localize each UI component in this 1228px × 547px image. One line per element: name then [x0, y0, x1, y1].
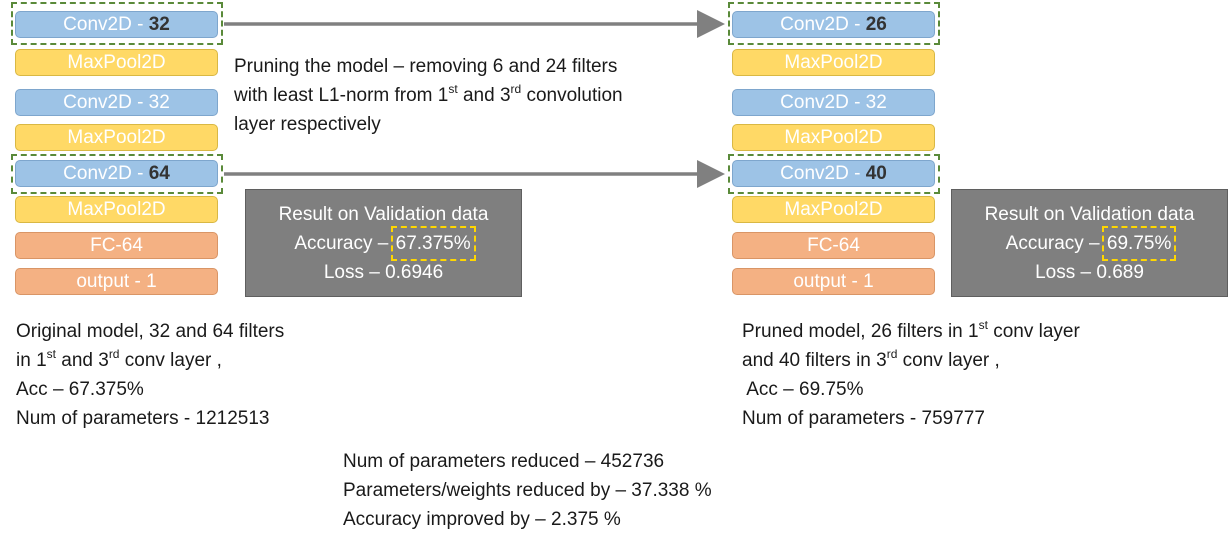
orig-conv2: Conv2D - 32: [15, 89, 218, 116]
pruned-conv2: Conv2D - 32: [732, 89, 935, 116]
pruned-pool3: MaxPool2D: [732, 196, 935, 223]
pruned-accuracy-value: 69.75%: [1101, 226, 1177, 261]
summary-accuracy-improved: Accuracy improved by – 2.375 %: [343, 509, 621, 530]
original-caption-line3: Acc – 67.375%: [16, 379, 144, 400]
summary-params-reduced: Num of parameters reduced – 452736: [343, 451, 665, 472]
pruned-conv3: Conv2D - 40: [732, 160, 935, 187]
pruning-note-line3: layer respectively: [234, 114, 381, 135]
orig-pool1: MaxPool2D: [15, 49, 218, 76]
pruned-fc: FC-64: [732, 232, 935, 259]
orig-output: output - 1: [15, 268, 218, 295]
original-caption-line4: Num of parameters - 1212513: [16, 408, 270, 429]
pruned-caption: Pruned model, 26 filters in 1st conv lay…: [742, 317, 1080, 433]
pruned-result-loss: Loss – 0.689: [1035, 262, 1144, 283]
pruned-caption-line4: Num of parameters - 759777: [742, 408, 985, 429]
pruned-caption-line1: Pruned model, 26 filters in 1st conv lay…: [742, 318, 1080, 342]
pruning-note-line2: with least L1-norm from 1st and 3rd conv…: [234, 82, 623, 106]
pruned-result-title: Result on Validation data: [984, 204, 1195, 225]
original-result-title: Result on Validation data: [278, 204, 489, 225]
summary-weights-reduced-percent: Parameters/weights reduced by – 37.338 %: [343, 480, 712, 501]
original-caption: Original model, 32 and 64 filters in 1st…: [16, 317, 284, 433]
pruned-pool1: MaxPool2D: [732, 49, 935, 76]
orig-conv1: Conv2D - 32: [15, 11, 218, 38]
highlight-pruned-conv1: [728, 2, 940, 45]
pruned-result-box: Result on Validation data Accuracy – 69.…: [951, 189, 1228, 297]
original-result-loss: Loss – 0.6946: [323, 262, 444, 283]
pruning-note: Pruning the model – removing 6 and 24 fi…: [234, 52, 623, 139]
pruning-note-line1: Pruning the model – removing 6 and 24 fi…: [234, 56, 618, 77]
pruned-result-accuracy: Accuracy – 69.75%: [952, 226, 1227, 261]
original-caption-line1: Original model, 32 and 64 filters: [16, 321, 285, 342]
highlight-original-conv1: [11, 2, 223, 45]
original-caption-line2: in 1st and 3rd conv layer ,: [16, 347, 222, 371]
original-result-box: Result on Validation data Accuracy – 67.…: [245, 189, 522, 297]
orig-fc: FC-64: [15, 232, 218, 259]
orig-conv3: Conv2D - 64: [15, 160, 218, 187]
pruned-caption-line3: Acc – 69.75%: [742, 379, 864, 400]
original-result-accuracy: Accuracy – 67.375%: [246, 226, 521, 261]
orig-pool2: MaxPool2D: [15, 124, 218, 151]
orig-pool3: MaxPool2D: [15, 196, 218, 223]
highlight-pruned-conv3: [728, 154, 940, 194]
pruned-conv1: Conv2D - 26: [732, 11, 935, 38]
original-accuracy-value: 67.375%: [390, 226, 476, 261]
pruned-output: output - 1: [732, 268, 935, 295]
highlight-original-conv3: [11, 154, 223, 194]
pruned-caption-line2: and 40 filters in 3rd conv layer ,: [742, 347, 1000, 371]
pruned-pool2: MaxPool2D: [732, 124, 935, 151]
summary: Num of parameters reduced – 452736 Param…: [343, 447, 712, 534]
